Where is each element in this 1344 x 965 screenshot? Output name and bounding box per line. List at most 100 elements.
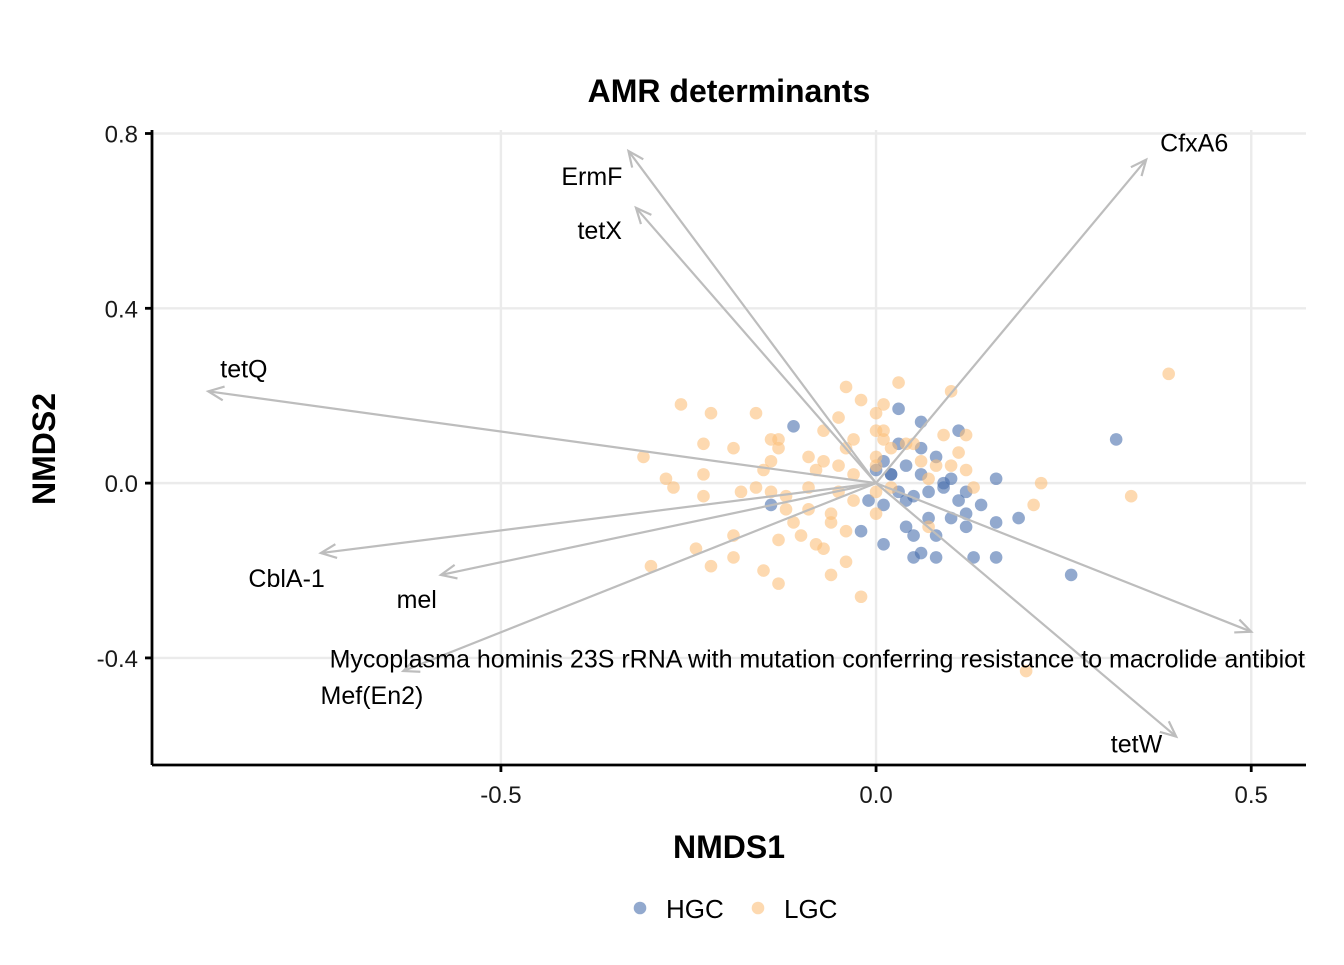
vector-line bbox=[208, 390, 877, 485]
point-hgc bbox=[989, 551, 1003, 564]
point-lgc bbox=[847, 433, 860, 446]
point-lgc bbox=[727, 441, 740, 455]
point-lgc bbox=[877, 424, 890, 437]
point-lgc bbox=[922, 472, 935, 486]
point-hgc bbox=[929, 551, 943, 564]
point-lgc bbox=[824, 507, 838, 521]
point-hgc bbox=[787, 420, 800, 433]
vector-2 bbox=[875, 157, 1148, 484]
point-lgc bbox=[1019, 664, 1033, 678]
legend-item-hgc: HGC bbox=[633, 894, 724, 924]
arrow-head bbox=[626, 148, 644, 168]
point-lgc bbox=[952, 446, 965, 459]
vector-1 bbox=[634, 205, 877, 484]
point-hgc bbox=[892, 402, 905, 416]
point-lgc bbox=[839, 555, 853, 569]
point-lgc bbox=[854, 393, 868, 407]
point-lgc bbox=[937, 428, 950, 442]
y-tick-label: 0.0 bbox=[105, 471, 138, 498]
vector-line bbox=[402, 482, 877, 673]
vector-arrows: ErmF tetX CfxA6 tetQ CblA-1 mel Mycoplasma hom… bbox=[205, 130, 1305, 759]
point-lgc bbox=[824, 516, 838, 529]
y-tick-label: 0.8 bbox=[105, 121, 138, 148]
legend-item-lgc: LGC bbox=[751, 894, 837, 924]
point-hgc bbox=[884, 468, 898, 481]
point-lgc bbox=[959, 463, 973, 477]
arrow-head bbox=[1234, 618, 1254, 634]
point-lgc bbox=[967, 481, 980, 494]
point-lgc bbox=[944, 459, 958, 472]
point-hgc bbox=[1109, 433, 1123, 446]
y-tick-label: -0.4 bbox=[97, 646, 138, 673]
point-hgc bbox=[974, 498, 988, 512]
point-hgc bbox=[929, 450, 943, 464]
point-lgc bbox=[877, 398, 890, 411]
point-lgc bbox=[824, 568, 838, 582]
point-hgc bbox=[1064, 568, 1078, 582]
point-lgc bbox=[697, 489, 710, 503]
point-lgc bbox=[734, 485, 748, 499]
point-lgc bbox=[779, 503, 793, 516]
point-lgc bbox=[772, 441, 785, 455]
point-lgc bbox=[1162, 367, 1175, 381]
y-axis-title: NMDS2 bbox=[26, 393, 62, 505]
point-hgc bbox=[877, 538, 890, 551]
point-hgc bbox=[937, 476, 950, 490]
point-lgc bbox=[839, 380, 853, 394]
point-lgc bbox=[869, 485, 883, 499]
point-hgc bbox=[922, 511, 935, 525]
x-axis-title: NMDS1 bbox=[673, 829, 785, 865]
x-tick-label: 0.0 bbox=[859, 782, 892, 809]
vector-3 bbox=[205, 385, 877, 485]
vector-line bbox=[875, 482, 1177, 738]
point-lgc bbox=[854, 590, 868, 604]
vector-label: tetX bbox=[577, 217, 622, 245]
point-hgc bbox=[899, 520, 913, 534]
point-lgc bbox=[749, 481, 763, 494]
point-lgc bbox=[794, 529, 808, 542]
arrow-head bbox=[1159, 720, 1179, 739]
vector-line bbox=[635, 207, 877, 484]
point-lgc bbox=[817, 454, 830, 468]
legend-swatch bbox=[633, 901, 647, 915]
point-hgc bbox=[989, 516, 1003, 529]
point-lgc bbox=[772, 533, 785, 547]
point-lgc bbox=[959, 428, 973, 442]
point-lgc bbox=[772, 577, 785, 590]
point-lgc bbox=[817, 424, 830, 437]
point-lgc bbox=[689, 542, 703, 555]
point-hgc bbox=[877, 498, 890, 512]
legend-label: LGC bbox=[784, 894, 837, 924]
point-lgc bbox=[772, 433, 785, 446]
vector-4 bbox=[318, 482, 877, 560]
point-lgc bbox=[847, 468, 860, 481]
vector-line bbox=[440, 482, 877, 576]
point-lgc bbox=[869, 507, 883, 521]
point-lgc bbox=[914, 454, 928, 468]
vector-line bbox=[875, 482, 1252, 633]
vector-line bbox=[320, 482, 877, 555]
point-lgc bbox=[787, 516, 800, 529]
vector-8 bbox=[875, 482, 1179, 739]
point-hgc bbox=[989, 472, 1003, 486]
point-hgc bbox=[914, 415, 928, 429]
point-hgc bbox=[967, 551, 980, 564]
point-lgc bbox=[1034, 476, 1048, 490]
point-lgc bbox=[757, 564, 770, 577]
vector-label: CblA-1 bbox=[248, 565, 324, 593]
point-lgc bbox=[667, 481, 680, 494]
point-lgc bbox=[1124, 489, 1138, 503]
vector-label: Mycoplasma hominis 23S rRNA with mutatio… bbox=[330, 646, 1305, 674]
point-hgc bbox=[959, 520, 973, 534]
x-tick-label: -0.5 bbox=[480, 782, 521, 809]
vector-label: tetW bbox=[1111, 731, 1163, 759]
point-hgc bbox=[907, 551, 920, 564]
point-lgc bbox=[832, 411, 845, 424]
point-lgc bbox=[637, 450, 650, 464]
chart-title: AMR determinants bbox=[588, 73, 871, 109]
point-lgc bbox=[802, 450, 815, 464]
point-lgc bbox=[884, 441, 898, 455]
arrow-head bbox=[318, 543, 338, 560]
vector-label: tetQ bbox=[220, 355, 267, 383]
legend-swatch bbox=[751, 901, 765, 915]
